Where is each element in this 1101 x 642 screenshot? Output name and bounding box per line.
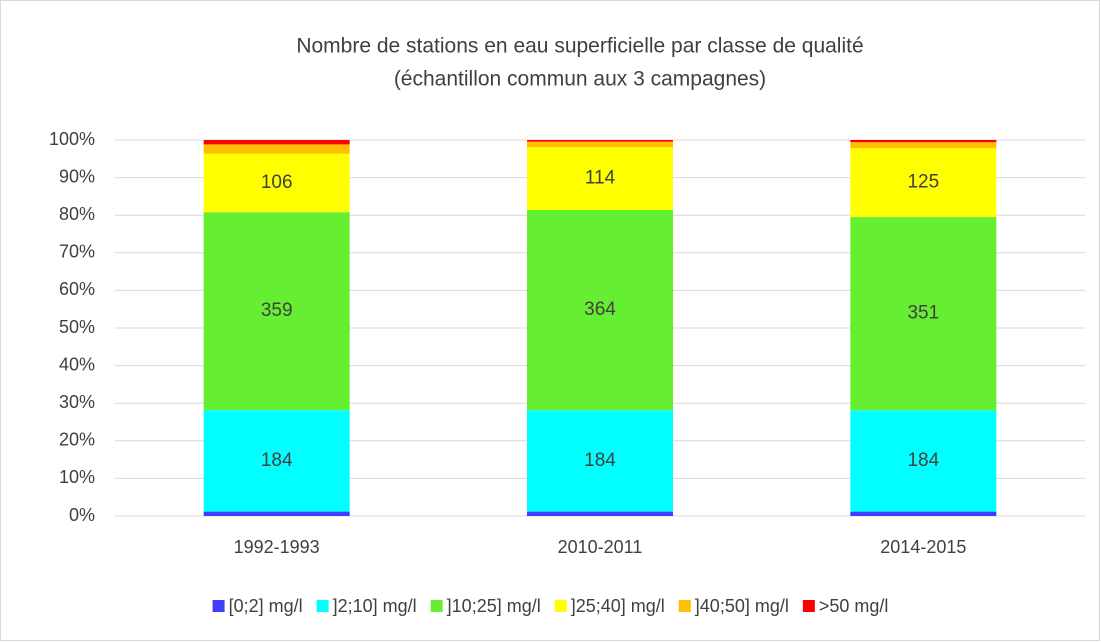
bar-segment [203, 212, 350, 411]
bar-segment [203, 410, 350, 512]
data-label: 364 [584, 299, 616, 320]
data-label: 184 [907, 450, 939, 471]
bar-segment [203, 144, 350, 154]
legend-swatch [678, 600, 691, 612]
legend-swatch [802, 600, 815, 612]
bar-segment [850, 148, 997, 218]
data-label: 359 [261, 300, 293, 321]
y-tick-label: 90% [59, 166, 95, 186]
y-tick-label: 20% [59, 430, 95, 450]
bar-segment [203, 511, 350, 516]
legend-swatch [212, 600, 225, 612]
legend-swatch [554, 600, 567, 612]
legend-label: ]40;50] mg/l [695, 596, 789, 616]
bar-segment [203, 153, 350, 213]
bar-segment [850, 511, 997, 516]
y-tick-label: 40% [59, 354, 95, 374]
legend-label: ]25;40] mg/l [571, 596, 665, 616]
data-label: 125 [907, 172, 939, 193]
bar-segment [527, 511, 673, 516]
legend-swatch [430, 600, 443, 612]
y-tick-label: 30% [59, 392, 95, 412]
y-tick-label: 80% [59, 204, 95, 224]
data-label: 184 [261, 450, 293, 471]
data-label: 351 [907, 303, 939, 324]
bar-segment [203, 140, 350, 145]
y-tick-label: 10% [59, 467, 95, 487]
chart-subtitle: (échantillon commun aux 3 campagnes) [394, 68, 766, 91]
y-tick-label: 50% [59, 317, 95, 337]
x-tick-label: 1992-1993 [234, 537, 320, 557]
bar-segment [850, 142, 997, 149]
chart-title: Nombre de stations en eau superficielle … [296, 35, 863, 58]
bar-segment [850, 410, 997, 512]
y-tick-label: 60% [59, 279, 95, 299]
data-label: 106 [261, 172, 293, 193]
x-tick-label: 2010-2011 [558, 537, 643, 557]
bar-segment [527, 410, 673, 512]
x-tick-label: 2014-2015 [880, 537, 966, 557]
bar-segment [527, 141, 673, 148]
y-tick-label: 0% [69, 505, 95, 525]
bar-segment [527, 140, 673, 142]
bar-segment [527, 147, 673, 210]
y-tick-label: 70% [59, 242, 95, 262]
bar-segment [850, 140, 997, 143]
legend-label: ]10;25] mg/l [447, 596, 541, 616]
bar-segment [850, 217, 997, 411]
bar-segment [527, 209, 673, 411]
data-label: 184 [584, 450, 616, 471]
legend-label: >50 mg/l [819, 596, 889, 616]
legend-swatch [316, 600, 329, 612]
legend-label: ]2;10] mg/l [333, 596, 417, 616]
legend-label: [0;2] mg/l [229, 596, 303, 616]
data-label: 114 [585, 168, 616, 189]
y-tick-label: 100% [49, 129, 95, 149]
